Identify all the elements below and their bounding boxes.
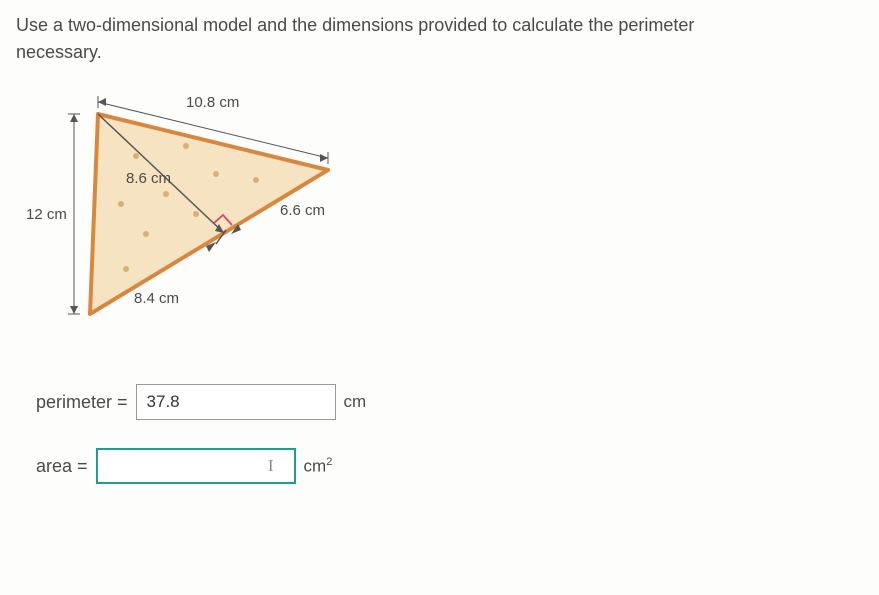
triangle-diagram: 10.8 cm 12 cm 8.6 cm 6.6 cm 8.4 cm: [26, 94, 366, 354]
area-cursor: I: [268, 456, 274, 476]
area-unit-base: cm: [304, 456, 327, 475]
instruction-line1: Use a two-dimensional model and the dime…: [16, 15, 694, 35]
label-top: 10.8 cm: [186, 94, 239, 111]
area-unit: cm2: [304, 456, 333, 477]
left-bracket: [68, 114, 80, 314]
perimeter-unit: cm: [344, 392, 367, 412]
perimeter-input[interactable]: 37.8: [136, 384, 336, 420]
instruction-text: Use a two-dimensional model and the dime…: [16, 12, 863, 66]
diagram-svg: [26, 94, 366, 354]
area-row: area = I cm2: [36, 448, 863, 484]
area-input[interactable]: I: [96, 448, 296, 484]
instruction-line2: necessary.: [16, 42, 102, 62]
area-label: area =: [36, 456, 88, 477]
area-unit-exp: 2: [326, 456, 332, 468]
label-height: 8.6 cm: [126, 170, 171, 187]
perimeter-row: perimeter = 37.8 cm: [36, 384, 863, 420]
label-side-lower: 8.4 cm: [134, 290, 179, 307]
perimeter-label: perimeter =: [36, 392, 128, 413]
perimeter-value: 37.8: [147, 392, 180, 412]
label-side-upper: 6.6 cm: [280, 202, 325, 219]
label-left: 12 cm: [26, 206, 67, 223]
